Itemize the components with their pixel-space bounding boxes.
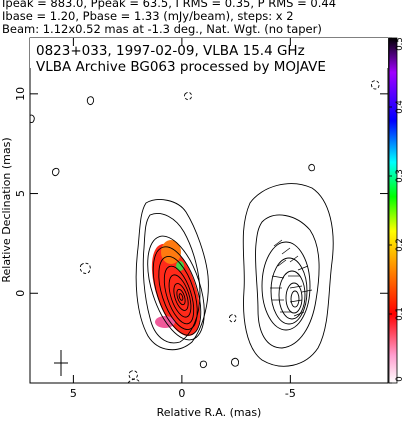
x-tick-label: -5 — [285, 387, 296, 400]
contour-core-10 — [178, 293, 184, 301]
noise-blob-negative — [79, 262, 91, 274]
contour-jet-1 — [242, 183, 334, 367]
contour-core-7 — [168, 274, 192, 318]
contour-core-3 — [147, 235, 205, 341]
colorbar-tick-label: 0.4 — [395, 100, 405, 114]
y-tick-label: 10 — [14, 87, 27, 101]
chart-title: 0823+033, 1997-02-09, VLBA 15.4 GHz — [36, 43, 305, 59]
pol-tick — [277, 259, 287, 267]
noise-blob-negative — [371, 80, 380, 90]
y-axis-label: Relative Declination (mas) — [0, 137, 13, 282]
contour-jet-6 — [285, 282, 303, 314]
title-background — [30, 38, 388, 68]
contour-core-1 — [135, 199, 209, 351]
x-tick-label: 5 — [70, 387, 77, 400]
pol-color-main — [151, 243, 201, 337]
colorbar-tick-label: 0.1 — [395, 307, 405, 321]
noise-contours — [30, 80, 380, 383]
header-line-3: Beam: 1.12x0.52 mas at -1.3 deg., Nat. W… — [2, 22, 322, 36]
contour-jet-3 — [261, 241, 311, 331]
pol-tick — [273, 239, 283, 247]
noise-blob — [86, 96, 95, 105]
polarization-ticks — [270, 239, 313, 317]
pol-color-pink — [155, 316, 175, 328]
noise-blob — [30, 114, 35, 123]
contour-jet-5 — [278, 270, 306, 320]
contour-core-5 — [158, 256, 198, 330]
contour-core-9 — [176, 288, 186, 306]
pol-tick — [289, 285, 303, 289]
pol-tick — [301, 289, 313, 293]
pol-tick — [297, 265, 309, 271]
colorbar-tick-label: 0.5 — [395, 37, 405, 51]
y-tick-label: 0 — [14, 290, 27, 297]
plot-frame — [29, 37, 389, 384]
x-tick-label: 0 — [178, 387, 185, 400]
pol-tick — [271, 275, 285, 279]
noise-blob-negative — [128, 370, 138, 380]
x-axis-label: Relative R.A. (mas) — [157, 406, 262, 419]
colorbar-tick-label: 0 — [395, 376, 405, 381]
noise-blob-negative — [127, 378, 141, 383]
noise-blob — [199, 360, 208, 369]
x-axis: 5 0 -5 — [70, 38, 296, 400]
noise-blob — [52, 167, 60, 177]
core-contours — [135, 199, 209, 351]
pol-color-green — [176, 261, 184, 271]
contour-core-2 — [142, 213, 201, 344]
colorbar-tick-label: 0.3 — [395, 169, 405, 183]
polarization-color-map — [151, 240, 201, 337]
contour-core-6 — [163, 265, 195, 325]
contour-jet-2 — [254, 214, 320, 349]
noise-blob-negative — [184, 91, 192, 101]
noise-blob — [308, 163, 315, 172]
noise-blob — [231, 357, 239, 367]
colorbar — [388, 37, 398, 384]
pol-tick — [289, 299, 303, 303]
pol-color-orange — [161, 240, 181, 264]
plot-area — [30, 80, 380, 383]
colorbar-ticks: 0 0.1 0.2 0.3 0.4 0.5 — [389, 37, 405, 384]
header-line-1: Ipeak = 883.0, Ppeak = 63.5, I RMS = 0.3… — [2, 0, 336, 10]
colorbar-tick-label: 0.2 — [395, 238, 405, 252]
chart-subtitle: VLBA Archive BG063 processed by MOJAVE — [36, 59, 326, 75]
pol-tick — [293, 311, 305, 317]
contour-core-4 — [152, 246, 202, 336]
contour-core-8 — [173, 283, 189, 311]
y-axis: 0 5 10 — [14, 87, 388, 297]
contour-jet-7 — [290, 290, 300, 308]
noise-blob-negative — [229, 314, 237, 323]
y-tick-label: 5 — [14, 190, 27, 197]
header-line-2: Ibase = 1.20, Pbase = 1.33 (mJy/beam), s… — [2, 9, 294, 23]
pol-tick — [289, 255, 299, 263]
beam-cross — [54, 350, 68, 376]
pol-tick — [281, 247, 291, 255]
